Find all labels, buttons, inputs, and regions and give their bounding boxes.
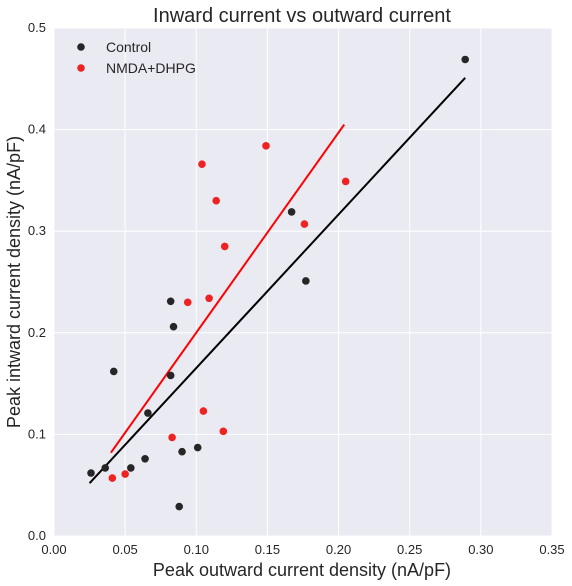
x-tick-label: 0.30 [468, 542, 493, 557]
data-point-control [141, 454, 149, 463]
data-point-nmda-dhpg [121, 470, 129, 478]
data-point-nmda-dhpg [205, 294, 213, 303]
legend-label: Control [106, 39, 151, 55]
data-point-nmda-dhpg [220, 242, 229, 251]
data-point-control [193, 443, 202, 452]
y-tick-label: 0.3 [28, 223, 46, 238]
data-point-nmda-dhpg [168, 433, 176, 442]
data-point-control [144, 409, 152, 417]
legend: Control NMDA+DHPG [77, 39, 196, 76]
data-point-control [461, 55, 470, 64]
fit-lines [88, 77, 466, 484]
data-point-control [87, 469, 95, 477]
x-tick-label: 0.00 [41, 542, 66, 557]
y-axis-label: Peak intward current density (nA/pF) [4, 136, 24, 428]
x-tick-label: 0.05 [112, 542, 137, 557]
legend-marker [77, 64, 85, 72]
y-tick-label: 0.5 [28, 20, 46, 35]
y-tick-label: 0.4 [28, 122, 46, 137]
data-point-control [178, 447, 186, 456]
data-point-nmda-dhpg [212, 196, 221, 205]
grid [53, 27, 553, 537]
chart-title: Inward current vs outward current [153, 5, 451, 27]
y-axis-ticks: 0.0 0.1 0.2 0.3 0.4 0.5 [28, 20, 46, 543]
fit-line-nmda-dhpg [110, 123, 346, 454]
data-point-control [166, 297, 175, 306]
data-point-nmda-dhpg [183, 298, 192, 307]
data-point-control [166, 371, 175, 380]
x-axis-ticks: 0.00 0.05 0.10 0.15 0.20 0.25 0.30 0.35 [41, 542, 564, 557]
fit-line-control [88, 77, 466, 484]
data-point-nmda-dhpg [341, 177, 350, 186]
legend-marker [77, 43, 85, 51]
data-point-control [302, 277, 310, 285]
y-tick-label: 0.0 [28, 528, 46, 543]
x-tick-label: 0.10 [184, 542, 209, 557]
data-point-nmda-dhpg [198, 160, 206, 168]
data-point-control [175, 502, 184, 511]
y-tick-label: 0.2 [28, 325, 46, 340]
x-tick-label: 0.35 [539, 542, 564, 557]
data-points [87, 55, 470, 511]
data-point-control [287, 208, 296, 216]
data-point-nmda-dhpg [262, 142, 270, 150]
x-tick-label: 0.15 [255, 542, 280, 557]
data-point-nmda-dhpg [219, 427, 228, 436]
data-point-control [109, 367, 118, 376]
x-tick-label: 0.20 [326, 542, 351, 557]
legend-label: NMDA+DHPG [106, 60, 196, 76]
data-point-nmda-dhpg [108, 474, 117, 482]
data-point-nmda-dhpg [300, 220, 309, 228]
y-tick-label: 0.1 [28, 426, 46, 441]
data-point-nmda-dhpg [199, 407, 208, 415]
data-point-control [101, 464, 110, 472]
data-point-control [169, 322, 178, 331]
data-point-control [127, 464, 135, 472]
x-tick-label: 0.25 [397, 542, 422, 557]
x-axis-label: Peak outward current density (nA/pF) [153, 560, 451, 580]
